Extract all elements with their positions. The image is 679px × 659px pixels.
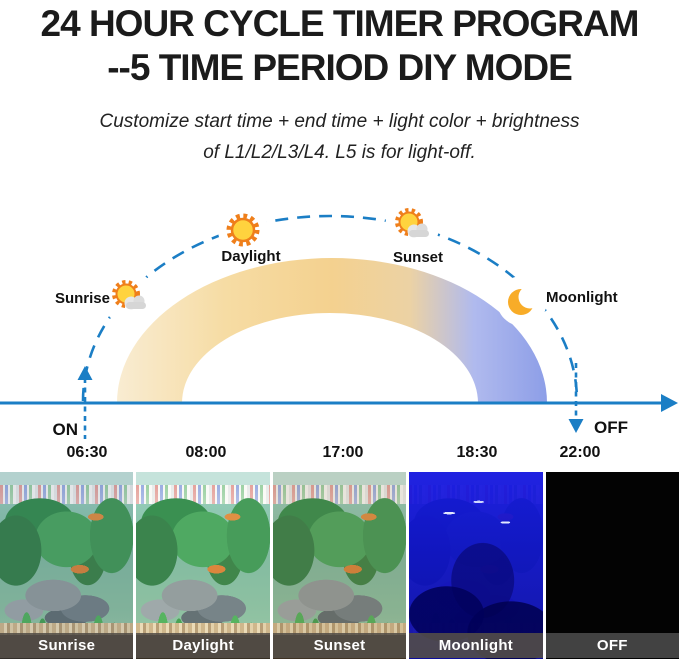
light-tint-overlay xyxy=(545,472,679,659)
light-tint-overlay xyxy=(0,472,134,659)
time-label-0800: 08:00 xyxy=(185,444,227,461)
page-subtitle: Customize start time + end time + light … xyxy=(0,106,679,168)
sunset-icon xyxy=(395,208,429,238)
on-marker xyxy=(77,366,93,439)
sunrise-icon xyxy=(112,280,146,310)
panel-caption: Sunset xyxy=(272,633,407,658)
phase-label-daylight: Daylight xyxy=(221,248,281,265)
cloud-icon xyxy=(124,295,146,310)
moonlight-icon xyxy=(508,285,542,315)
title-line-1: 24 HOUR CYCLE TIMER PROGRAM xyxy=(40,3,640,44)
phase-label-sunset: Sunset xyxy=(392,249,443,266)
panel-caption: Daylight xyxy=(136,633,270,658)
daylight-icon xyxy=(226,213,260,247)
off-marker xyxy=(568,363,584,433)
page-title: 24 HOUR CYCLE TIMER PROGRAM --5 TIME PER… xyxy=(0,2,679,90)
subtitle-line-1: Customize start time + end time + light … xyxy=(99,111,580,132)
tank-photo-sunrise: Sunrise xyxy=(0,472,134,659)
title-line-2: --5 TIME PERIOD DIY MODE xyxy=(107,47,573,88)
on-label: ON xyxy=(52,420,79,439)
panel-caption: Moonlight xyxy=(409,633,543,658)
mode-gallery: Sunrise Daylight Sunset xyxy=(0,472,679,659)
cloud-icon xyxy=(407,223,429,238)
tank-photo-sunset: Sunset xyxy=(272,472,407,659)
time-label-1830: 18:30 xyxy=(456,444,498,461)
axis-arrowhead-icon xyxy=(661,394,678,412)
panel-caption: Sunrise xyxy=(0,633,134,658)
tank-photo-daylight: Daylight xyxy=(136,472,270,659)
tank-photo-off: OFF xyxy=(545,472,679,659)
timeline-axis xyxy=(0,394,678,412)
phase-label-moonlight: Moonlight xyxy=(546,289,618,306)
up-arrow-icon xyxy=(77,366,93,380)
down-arrow-icon xyxy=(568,419,584,433)
off-label: OFF xyxy=(594,418,628,437)
light-tint-overlay xyxy=(272,472,407,659)
silhouettes xyxy=(409,472,543,659)
time-label-0630: 06:30 xyxy=(66,444,108,461)
subtitle-line-2: of L1/L2/L3/L4. L5 is for light-off. xyxy=(203,142,476,163)
light-tint-overlay xyxy=(136,472,270,659)
time-label-1700: 17:00 xyxy=(322,444,364,461)
time-label-2200: 22:00 xyxy=(559,444,601,461)
panel-caption: OFF xyxy=(545,633,679,658)
gradient-arc xyxy=(117,258,547,403)
phase-label-sunrise: Sunrise xyxy=(54,290,110,307)
tank-photo-moonlight: Moonlight xyxy=(409,472,543,659)
